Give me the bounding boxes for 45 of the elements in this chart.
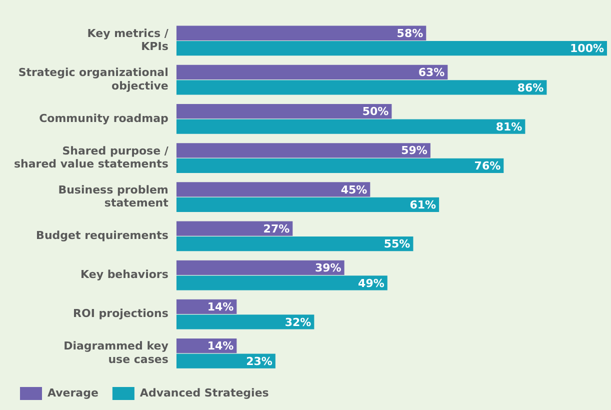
data-label: 49% (358, 276, 384, 290)
bar (176, 143, 430, 158)
bar (176, 64, 448, 80)
y-tick-label: Diagrammed key use cases (64, 340, 169, 366)
bar (176, 276, 388, 290)
data-label: 14% (207, 340, 234, 353)
data-label: 32% (284, 316, 312, 329)
data-label: 81% (496, 120, 522, 134)
data-label: 76% (474, 159, 501, 172)
bar (176, 182, 370, 197)
data-label: 61% (410, 198, 436, 212)
data-label: 23% (246, 354, 272, 368)
data-label: 100% (570, 42, 604, 56)
bar (176, 41, 607, 56)
data-label: 63% (418, 66, 445, 80)
y-tick-label: Community roadmap (39, 112, 168, 125)
bar (176, 260, 344, 275)
bar (176, 221, 293, 236)
bar (176, 119, 526, 134)
data-label: 39% (314, 262, 342, 275)
bar (176, 26, 426, 40)
data-label: 59% (401, 144, 428, 158)
bar (176, 158, 504, 173)
bar (176, 197, 440, 212)
bar (176, 314, 314, 330)
legend-label: Advanced Strategies (140, 386, 270, 400)
data-label: 58% (396, 26, 424, 40)
y-tick-label: Budget requirements (36, 229, 169, 242)
data-label: 86% (517, 81, 544, 94)
y-tick-label: Business problem statement (58, 183, 168, 210)
data-label: 50% (362, 105, 389, 118)
y-tick-label: Shared purpose / shared value statements (14, 144, 170, 170)
data-label: 45% (340, 183, 368, 196)
bar (176, 80, 547, 95)
y-tick-label: ROI projections (73, 307, 169, 320)
y-tick-label: Key behaviors (80, 268, 169, 282)
bar (176, 354, 276, 368)
bar (176, 236, 414, 252)
y-tick-label: Strategic organizational objective (18, 66, 168, 92)
data-label: 27% (263, 222, 290, 236)
bar (176, 104, 392, 119)
data-label: 55% (384, 238, 410, 251)
y-tick-label: Key metrics / KPIs (87, 27, 170, 54)
data-label: 14% (207, 300, 234, 314)
legend-label: Average (48, 386, 98, 400)
